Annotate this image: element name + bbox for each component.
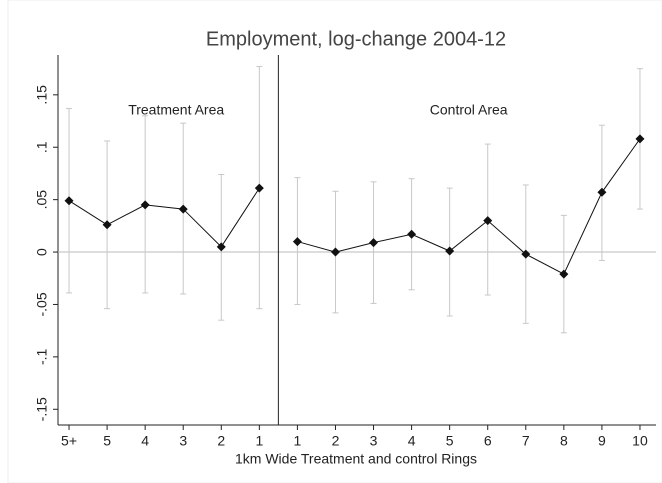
chart-title: Employment, log-change 2004-12 [206, 28, 506, 50]
y-tick-label: .05 [34, 190, 50, 210]
x-tick-label: 4 [408, 433, 416, 449]
group-label: Treatment Area [128, 102, 224, 118]
marker [64, 196, 74, 206]
marker [330, 247, 340, 257]
x-tick-label: 6 [484, 433, 492, 449]
marker [216, 242, 226, 252]
x-tick-label: 4 [141, 433, 149, 449]
marker [483, 216, 493, 226]
marker [635, 134, 645, 144]
y-tick-label: .15 [34, 85, 50, 105]
x-tick-label: 3 [179, 433, 187, 449]
y-tick-label: -.1 [34, 348, 50, 365]
group-label: Control Area [430, 102, 508, 118]
line [68, 187, 260, 248]
marker [559, 269, 569, 279]
x-tick-label: 8 [560, 433, 568, 449]
line [297, 138, 641, 275]
marker [597, 187, 607, 197]
y-tick-label: -.15 [34, 397, 50, 421]
y-tick-label: -.05 [34, 292, 50, 316]
marker [178, 204, 188, 214]
marker [140, 200, 150, 210]
marker [292, 237, 302, 247]
x-tick-label: 10 [632, 433, 648, 449]
x-tick-label: 7 [522, 433, 530, 449]
x-tick-label: 9 [598, 433, 606, 449]
x-axis-label: 1km Wide Treatment and control Rings [235, 451, 477, 467]
marker [369, 238, 379, 248]
x-tick-label: 3 [370, 433, 378, 449]
marker [102, 220, 112, 230]
marker [445, 246, 455, 256]
y-tick-label: 0 [34, 248, 50, 256]
x-tick-label: 5 [103, 433, 111, 449]
marker [254, 183, 264, 193]
marker [521, 249, 531, 259]
x-tick-label: 5 [446, 433, 454, 449]
x-tick-label: 2 [332, 433, 340, 449]
x-tick-label: 1 [255, 433, 263, 449]
marker [407, 229, 417, 239]
x-tick-label: 5+ [61, 433, 77, 449]
y-tick-label: .1 [34, 141, 50, 153]
x-tick-label: 1 [294, 433, 302, 449]
x-tick-label: 2 [217, 433, 225, 449]
